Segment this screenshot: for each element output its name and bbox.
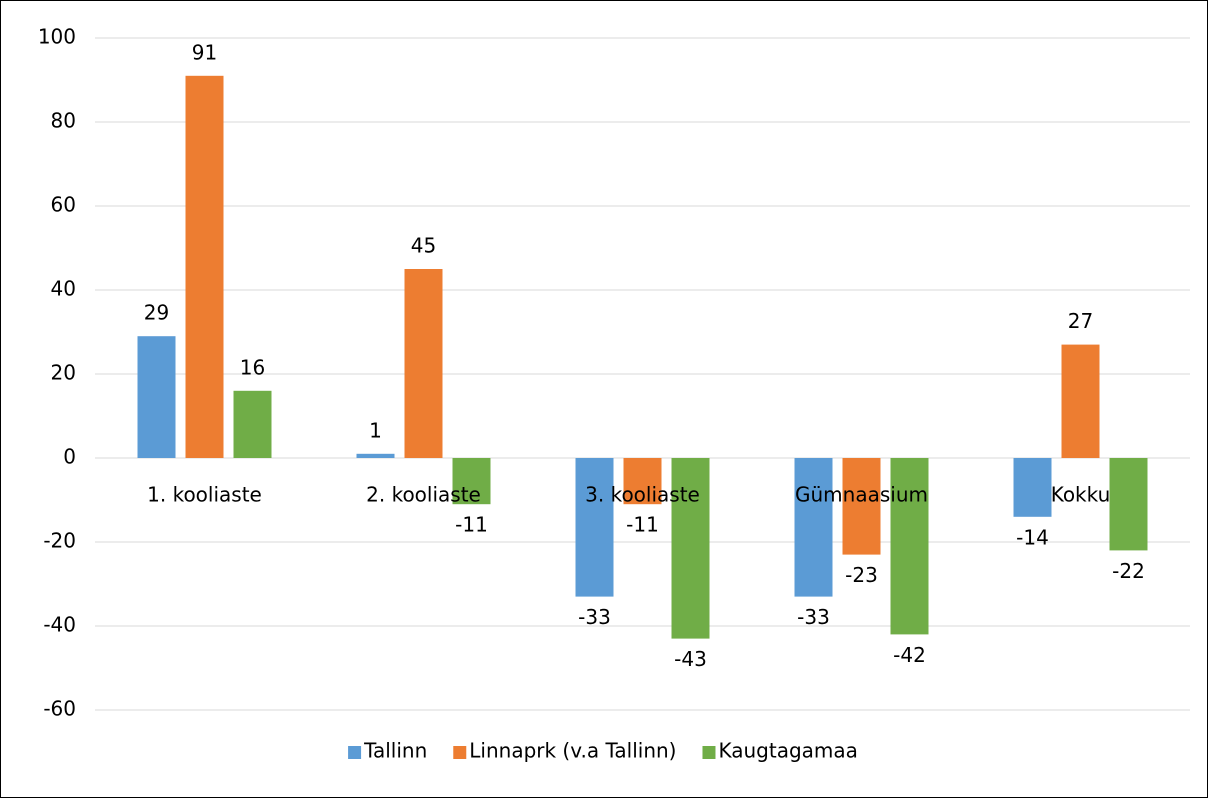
legend-swatch [453,746,467,759]
y-tick-label: -20 [43,529,76,553]
bar [404,269,443,458]
data-label: -22 [1112,559,1145,583]
data-label: 91 [192,40,217,64]
bar [1013,458,1052,517]
bar [452,458,491,505]
data-label: 45 [411,234,436,258]
x-tick-label: 3. kooliaste [585,483,700,507]
legend-label: Tallinn [363,739,427,763]
data-label: 29 [144,301,169,325]
bar [137,336,176,458]
bar [842,458,881,555]
y-tick-label: 80 [51,109,76,133]
data-label: -42 [893,643,926,667]
y-tick-label: 100 [38,25,76,49]
y-tick-label: -40 [43,613,76,637]
legend-label: Linnaprk (v.a Tallinn) [469,739,676,763]
data-label: -33 [797,605,830,629]
bar [185,75,224,459]
bar [890,458,929,635]
bar [233,390,272,458]
data-label: -33 [578,605,611,629]
data-label: -14 [1016,525,1049,549]
legend-swatch [702,746,716,759]
legend-swatch [348,746,362,759]
y-tick-label: 40 [51,277,76,301]
data-label: -11 [455,513,488,537]
bar [671,458,710,639]
x-tick-label: Kokku [1051,483,1111,507]
y-tick-label: 60 [51,193,76,217]
bar [623,458,662,505]
y-tick-label: 0 [63,445,76,469]
x-tick-label: 2. kooliaste [366,483,481,507]
y-tick-label: -60 [43,697,76,721]
x-tick-label: 1. kooliaste [147,483,262,507]
data-label: 27 [1068,309,1093,333]
bar [575,458,614,597]
bar [356,453,395,458]
bar [1109,458,1148,551]
x-tick-label: Gümnaasium [795,483,928,507]
data-label: 1 [369,418,382,442]
y-tick-label: 20 [51,361,76,385]
data-label: -23 [845,563,878,587]
data-label: 16 [240,355,265,379]
data-label: -43 [674,647,707,671]
legend-label: Kaugtagamaa [718,739,857,763]
data-label: -11 [626,513,659,537]
bar [1061,344,1100,458]
bar [794,458,833,597]
